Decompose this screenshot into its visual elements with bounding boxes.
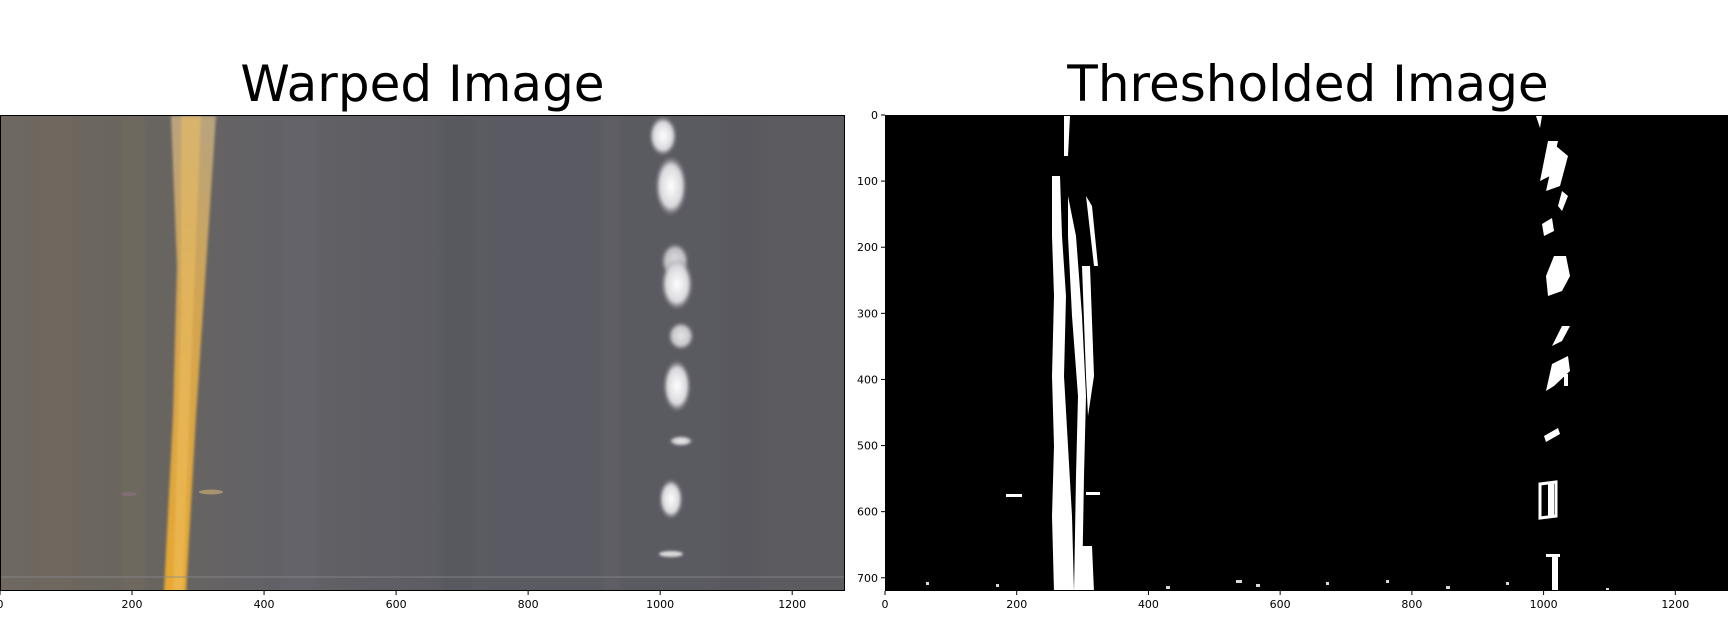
binary-lane-image [886, 116, 1727, 590]
x-tick-label: 600 [386, 598, 407, 611]
x-tick-label: 0 [882, 598, 889, 611]
y-tick-label: 400 [857, 373, 878, 386]
x-tick-label: 200 [122, 598, 143, 611]
y-tick-label: 300 [857, 307, 878, 320]
road-streaks [41, 116, 761, 590]
x-tick-label: 0 [0, 598, 4, 611]
warped-image-frame [0, 115, 845, 591]
y-tick-label: 0 [871, 109, 878, 122]
x-tick-label: 1000 [1530, 598, 1558, 611]
left-lane-pixels [1006, 116, 1100, 590]
x-tick-label: 1000 [646, 598, 674, 611]
thresholded-image-panel: Thresholded Image [848, 0, 1728, 642]
noise-pixels [926, 580, 1609, 590]
right-lane-pixels [1536, 116, 1570, 590]
x-tick-label: 400 [254, 598, 275, 611]
thresholded-image-frame [885, 115, 1728, 591]
y-tick-label: 200 [857, 241, 878, 254]
warped-road-image [1, 116, 844, 590]
warped-x-axis: 0 200 400 600 800 1000 1200 [0, 591, 806, 611]
x-tick-label: 1200 [778, 598, 806, 611]
debris-mark [121, 492, 137, 496]
y-tick-label: 100 [857, 175, 878, 188]
x-tick-label: 400 [1138, 598, 1159, 611]
y-tick-label: 600 [857, 506, 878, 519]
white-dashed-lane-line [649, 116, 694, 557]
x-tick-label: 600 [1270, 598, 1291, 611]
warped-image-title: Warped Image [240, 55, 605, 113]
y-tick-label: 700 [857, 572, 878, 585]
x-tick-label: 800 [518, 598, 539, 611]
warped-image-panel: Warped Image [0, 0, 845, 642]
thresholded-image-title: Thresholded Image [1067, 55, 1549, 113]
y-tick-label: 500 [857, 440, 878, 453]
x-tick-label: 800 [1401, 598, 1422, 611]
thresholded-axes: 0 200 400 600 800 1000 1200 0 100 200 300 400 500 600… [857, 109, 1689, 611]
x-tick-label: 200 [1006, 598, 1027, 611]
debris-mark [199, 489, 223, 495]
x-tick-label: 1200 [1661, 598, 1689, 611]
